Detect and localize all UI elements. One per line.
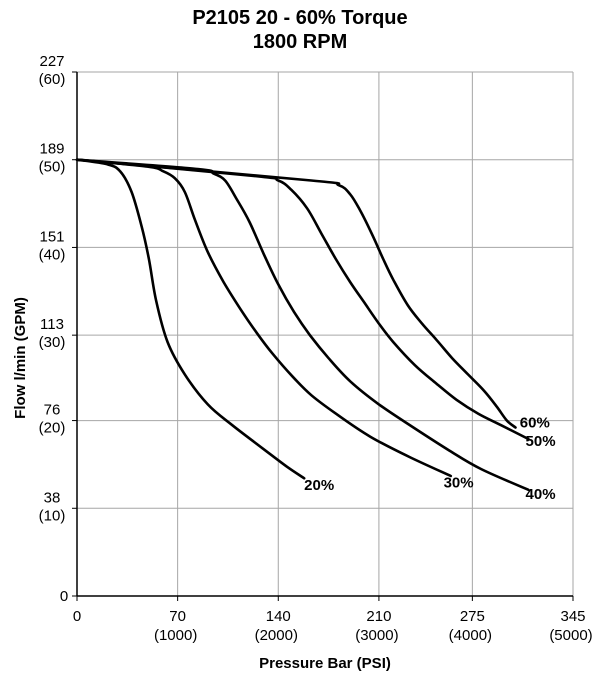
- series-line-30pct: [75, 158, 453, 478]
- grid: [77, 71, 574, 596]
- series-label-50pct: 50%: [526, 433, 556, 450]
- y-axis-ticks: 0 38(10) 76(20) 113(30) 151(40) 189(50) 227(60…: [39, 53, 77, 605]
- y-tick-label-3: 113: [40, 316, 64, 333]
- series-line-40pct: [75, 158, 530, 492]
- series-line-20pct: [75, 158, 306, 480]
- y-tick-label-4: 151: [39, 228, 64, 245]
- x-tick-label-5: 345: [560, 608, 585, 625]
- x-axis-ticks: 0 70 (1000) 140 (2000) 210 (3000) 275 (4000) 345 (…: [73, 596, 593, 644]
- series-label-60pct: 60%: [520, 414, 550, 431]
- chart-subtitle: 1800 RPM: [252, 31, 348, 53]
- x-tick-sublabel-5: (5000): [549, 627, 592, 644]
- y-axis-label: Flow l/min (GPM): [12, 297, 29, 419]
- y-tick-label-0: 0: [60, 588, 68, 605]
- x-tick-sublabel-4: (4000): [449, 627, 492, 644]
- series-label-30pct: 30%: [444, 475, 474, 492]
- y-tick-sublabel-2: (20): [39, 420, 66, 437]
- series-line-60pct: [75, 158, 517, 429]
- series-label-40pct: 40%: [526, 486, 556, 503]
- y-tick-label-5: 189: [39, 141, 64, 158]
- x-tick-label-1: 70: [169, 608, 186, 625]
- x-axis-label: Pressure Bar (PSI): [259, 655, 391, 672]
- y-tick-label-1: 38: [44, 489, 61, 506]
- y-tick-label-2: 76: [44, 402, 61, 419]
- x-tick-label-4: 275: [460, 608, 485, 625]
- x-tick-label-0: 0: [73, 608, 81, 625]
- series-lines: [75, 158, 530, 492]
- y-tick-label-6: 227: [39, 53, 64, 70]
- y-tick-sublabel-3: (30): [39, 334, 66, 351]
- y-tick-sublabel-1: (10): [39, 507, 66, 524]
- series-labels: 20% 30% 40% 50% 60%: [304, 414, 555, 503]
- x-tick-label-3: 210: [366, 608, 391, 625]
- x-tick-sublabel-2: (2000): [255, 627, 298, 644]
- y-tick-sublabel-6: (60): [39, 71, 66, 88]
- x-tick-sublabel-3: (3000): [355, 627, 398, 644]
- x-tick-sublabel-1: (1000): [154, 627, 197, 644]
- y-tick-sublabel-4: (40): [39, 246, 66, 263]
- series-line-50pct: [75, 158, 530, 441]
- x-tick-label-2: 140: [266, 608, 291, 625]
- chart-title: P2105 20 - 60% Torque: [192, 7, 408, 29]
- series-label-20pct: 20%: [304, 477, 334, 494]
- axes: [76, 72, 573, 597]
- y-tick-sublabel-5: (50): [39, 159, 66, 176]
